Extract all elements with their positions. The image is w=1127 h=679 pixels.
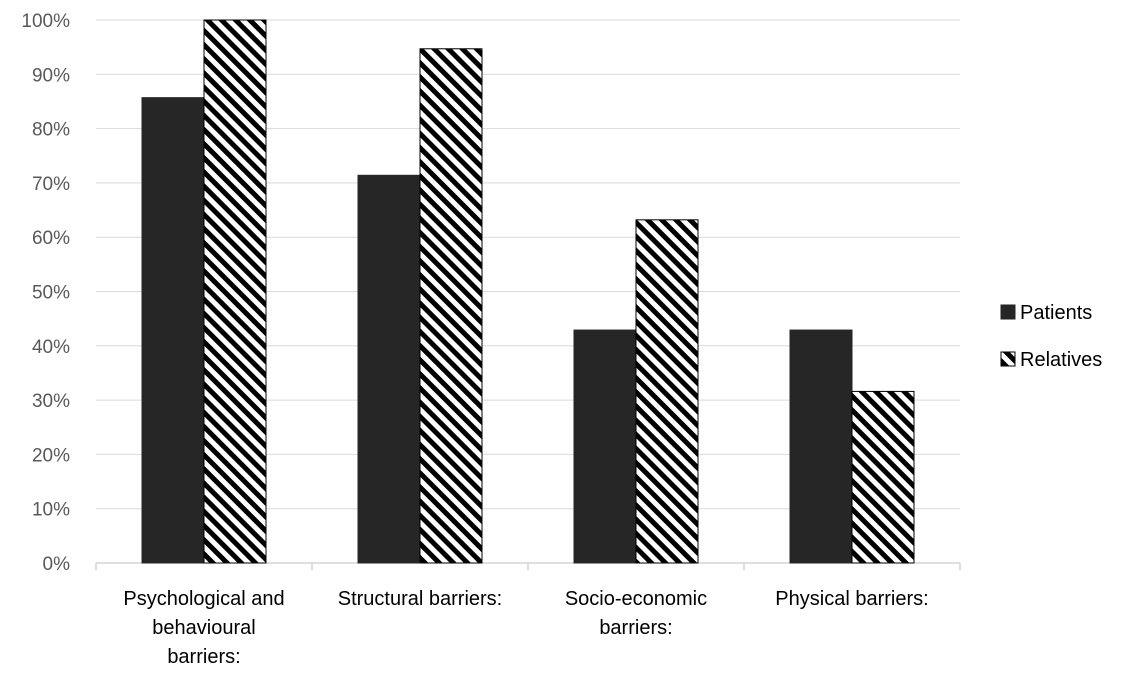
y-tick-label: 60% bbox=[32, 228, 70, 249]
bar-relatives-1 bbox=[419, 48, 483, 564]
bar-patients-0 bbox=[141, 97, 205, 564]
y-tick-label: 20% bbox=[32, 445, 70, 466]
y-tick-label: 40% bbox=[32, 337, 70, 358]
x-category-label: Socio-economic bbox=[565, 588, 707, 610]
bar-relatives-2 bbox=[635, 219, 699, 564]
bar-patients-2 bbox=[573, 329, 637, 564]
legend-swatch-patients bbox=[1000, 304, 1016, 320]
bar-relatives-3 bbox=[851, 390, 915, 564]
x-category-label: Psychological and bbox=[123, 588, 284, 610]
bar-relatives-0 bbox=[203, 19, 267, 564]
legend-label-patients: Patients bbox=[1020, 302, 1092, 324]
legend-label-relatives: Relatives bbox=[1020, 349, 1102, 371]
y-tick-label: 80% bbox=[32, 120, 70, 141]
x-category-label: Physical barriers: bbox=[775, 588, 928, 610]
x-category-label: behavioural bbox=[152, 617, 255, 639]
y-tick-label: 90% bbox=[32, 65, 70, 86]
x-category-label: barriers: bbox=[599, 617, 672, 639]
y-tick-label: 100% bbox=[21, 11, 70, 32]
legend-swatch-relatives bbox=[1000, 351, 1016, 367]
y-tick-label: 0% bbox=[43, 554, 71, 575]
x-category-label: Structural barriers: bbox=[338, 588, 503, 610]
y-tick-label: 10% bbox=[32, 500, 70, 521]
bar-patients-3 bbox=[789, 329, 853, 564]
x-category-label: barriers: bbox=[167, 646, 240, 668]
y-tick-label: 70% bbox=[32, 174, 70, 195]
bar-patients-1 bbox=[357, 174, 421, 564]
y-tick-label: 30% bbox=[32, 391, 70, 412]
y-tick-label: 50% bbox=[32, 283, 70, 304]
